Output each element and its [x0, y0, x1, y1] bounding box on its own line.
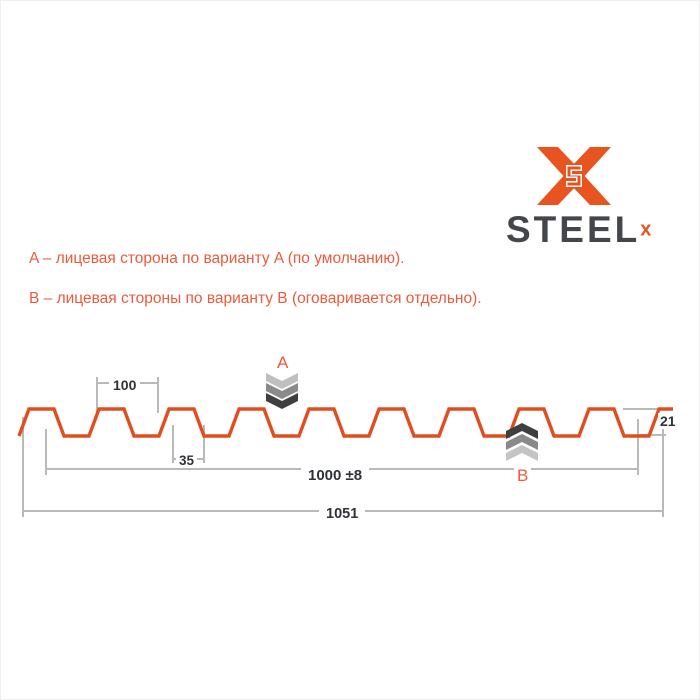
legend-line-variant-a: A – лицевая сторона по варианту A (по ум…: [29, 250, 405, 267]
view-marker-b-label: B: [514, 466, 532, 486]
steelx-logo: STEELx: [506, 143, 681, 248]
trapezoidal-profile-path: [17, 407, 673, 438]
dimension-label-cover-width: 1000 ±8: [301, 467, 370, 484]
steelx-wordmark: STEELx: [506, 211, 681, 248]
dimension-label-rib-pitch: 100: [109, 377, 141, 393]
dimension-lines-group: [22, 377, 666, 517]
legend-line-variant-b: B – лицевая стороны по варианту B (огова…: [29, 290, 482, 307]
dimension-label-profile-height: 21: [658, 413, 678, 429]
view-marker-a-label: A: [274, 353, 292, 373]
dimension-label-total-width: 1051: [319, 506, 366, 522]
dimension-label-valley-width: 35: [176, 453, 198, 468]
view-marker-a-chevrons-icon: [265, 373, 299, 409]
view-marker-b-chevrons-icon: [505, 421, 539, 461]
wordmark-text: STEEL: [506, 209, 641, 250]
steelx-x-mark-icon: [536, 143, 612, 209]
wordmark-superscript: x: [640, 218, 652, 241]
